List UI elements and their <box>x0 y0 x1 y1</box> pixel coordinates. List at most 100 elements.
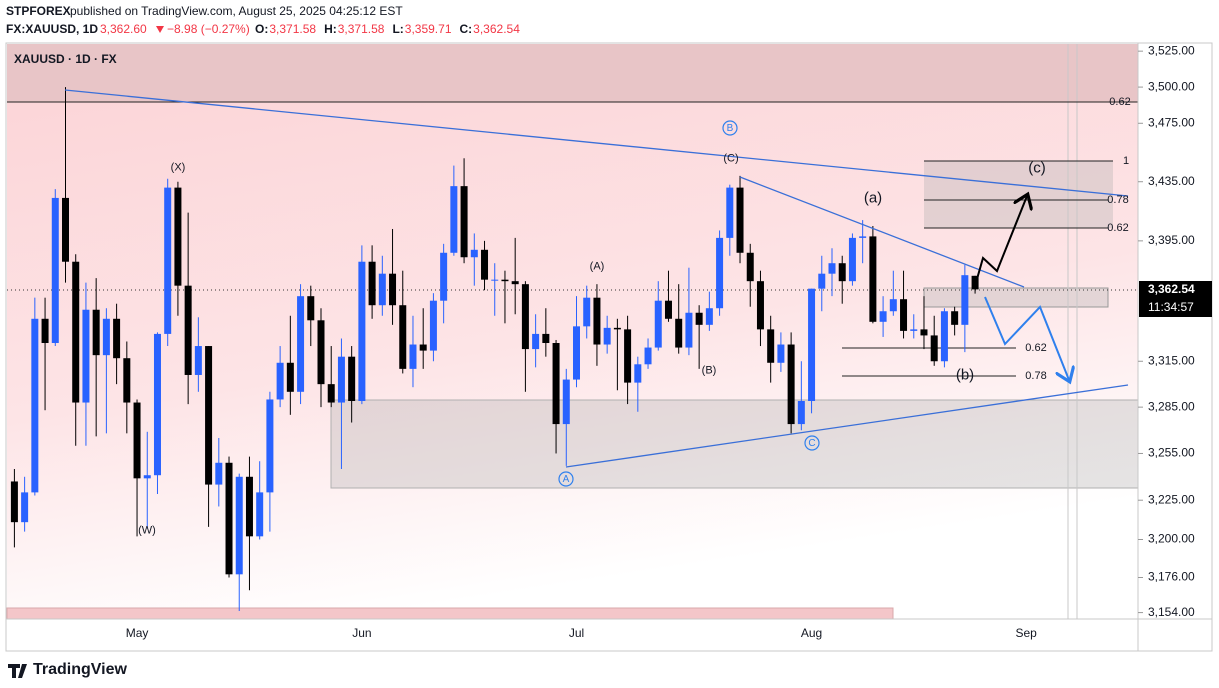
brand: TradingView <box>33 661 128 678</box>
candle-body <box>450 186 458 253</box>
candle-body <box>726 187 734 238</box>
trendline <box>565 384 1129 468</box>
y-tick-label: 3,154.00 <box>1148 605 1195 619</box>
candle-body <box>573 326 580 380</box>
candle-body <box>736 187 744 253</box>
candle-body <box>777 344 785 363</box>
candle-body <box>429 300 437 351</box>
candle-body <box>470 249 478 258</box>
wave-label: A <box>563 474 570 485</box>
fib-lines <box>7 101 1138 377</box>
candle-body <box>215 462 223 485</box>
fib-label: 0.62 <box>1107 222 1128 234</box>
candle-body <box>153 333 161 476</box>
candle-body <box>491 279 499 281</box>
ohlc-key: L: <box>392 22 403 36</box>
countdown: 11:34:57 <box>1148 300 1194 314</box>
candle-body <box>542 333 550 344</box>
candle-body <box>256 492 264 537</box>
candle-body <box>337 356 345 403</box>
ohlc-value: 3,371.58 <box>269 22 316 36</box>
candle-body <box>41 318 49 344</box>
candle-body <box>389 273 397 306</box>
plot-background <box>7 44 1138 619</box>
annotations: (W) (X) A (A) (B) (C) B C (a) (b) (c) 0.62 1 0.78 0.62… <box>138 96 1131 537</box>
fib-label: 1 <box>1123 155 1129 167</box>
candle-body <box>10 481 18 523</box>
ohlc-value: 3,359.71 <box>405 22 452 36</box>
candle-body <box>603 327 611 345</box>
ohlc-value: 3,362.54 <box>473 22 520 36</box>
candle-body <box>767 329 775 363</box>
y-tick-label: 3,475.00 <box>1148 115 1195 129</box>
candle-body <box>695 312 703 325</box>
candle-body <box>634 364 642 383</box>
candle-body <box>225 462 233 575</box>
candle-body <box>51 197 59 344</box>
wave-circle <box>804 435 820 451</box>
candle-body <box>613 327 621 330</box>
candle-body <box>82 309 90 403</box>
wave-label: (W) <box>138 524 156 536</box>
candle-body <box>756 281 764 330</box>
published: published on TradingView.com, August 25,… <box>70 4 403 18</box>
candle-body <box>951 311 959 325</box>
header: STPFOREX published on TradingView.com, A… <box>6 4 520 36</box>
x-tick-label: Jun <box>352 626 371 640</box>
y-tick-label: 3,500.00 <box>1148 79 1195 93</box>
fib-label: 0.62 <box>1109 96 1130 108</box>
entry-zone <box>923 287 1109 308</box>
fib-label: 0.78 <box>1107 194 1128 206</box>
candle-body <box>348 356 356 402</box>
candle-body <box>859 236 867 238</box>
ohlc-value: 3,371.58 <box>338 22 385 36</box>
trendline <box>739 176 1025 288</box>
x-tick-label: Jul <box>569 626 584 640</box>
candle-body <box>552 343 560 425</box>
candle-body <box>593 297 601 345</box>
candle-body <box>838 263 846 282</box>
candle-body <box>92 309 100 356</box>
candle-body <box>828 263 836 274</box>
candle-body <box>501 279 509 282</box>
wave-label: (B) <box>702 364 717 376</box>
y-tick-label: 3,200.00 <box>1148 532 1195 546</box>
bottom-zone <box>6 607 894 620</box>
candle-body <box>21 492 29 523</box>
symbol: FX:XAUUSD, 1D <box>6 22 98 36</box>
candles <box>10 87 979 611</box>
candle-body <box>481 249 489 280</box>
price-label: 3,362.54 <box>1148 282 1195 296</box>
candle-body <box>644 347 652 365</box>
ohlc-key: C: <box>460 22 473 36</box>
wave-label: (A) <box>590 260 605 272</box>
candle-body <box>930 335 938 362</box>
candle-body <box>440 252 448 301</box>
candle-body <box>562 379 570 425</box>
candle-body <box>787 344 795 425</box>
candle-body <box>685 312 693 348</box>
candle-body <box>62 197 69 262</box>
wave-circle <box>722 120 738 136</box>
wave-circle <box>558 471 574 487</box>
trendline <box>64 89 1129 197</box>
candle-body <box>675 318 683 348</box>
candle-body <box>900 299 908 331</box>
y-tick-label: 3,176.00 <box>1148 570 1195 584</box>
y-tick-label: 3,525.00 <box>1148 43 1195 57</box>
candle-body <box>358 261 366 402</box>
top-zone <box>7 44 1138 102</box>
candle-body <box>123 358 131 403</box>
wave-label: C <box>808 438 815 449</box>
price: 3,362.60 <box>100 22 147 36</box>
projection-up <box>974 196 1027 287</box>
candle-body <box>409 344 417 369</box>
wave-label: (X) <box>171 161 186 173</box>
price-label-box <box>1139 281 1212 317</box>
wave-label: B <box>727 123 734 134</box>
wave-label: (c) <box>1028 159 1046 176</box>
candle-body <box>164 187 172 334</box>
candle-body <box>31 318 39 493</box>
candle-body <box>419 344 427 351</box>
